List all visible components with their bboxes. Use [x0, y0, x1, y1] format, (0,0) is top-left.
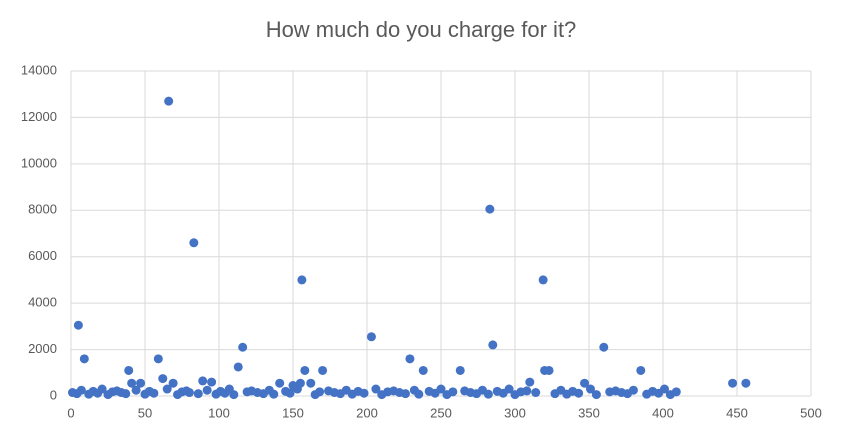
- point: [153, 354, 163, 364]
- point: [414, 389, 424, 399]
- y-tick-label: 6000: [28, 248, 57, 263]
- y-tick-label: 14000: [21, 62, 57, 77]
- y-tick-label: 8000: [28, 202, 57, 217]
- point: [504, 384, 514, 394]
- point: [306, 378, 316, 388]
- point: [315, 387, 325, 397]
- point: [297, 275, 307, 285]
- point: [168, 378, 178, 388]
- point: [485, 204, 495, 214]
- point: [127, 378, 137, 388]
- point: [198, 376, 208, 386]
- point: [79, 354, 89, 364]
- x-tick-label: 0: [67, 405, 74, 420]
- point: [405, 354, 415, 364]
- point: [193, 389, 203, 399]
- point: [418, 365, 428, 375]
- point: [238, 342, 248, 352]
- point: [184, 388, 194, 398]
- point: [73, 320, 83, 330]
- point: [659, 384, 669, 394]
- point: [591, 390, 601, 400]
- x-tick-label: 100: [208, 405, 230, 420]
- y-tick-label: 10000: [21, 155, 57, 170]
- x-tick-label: 350: [578, 405, 600, 420]
- point: [636, 365, 646, 375]
- x-tick-label: 250: [430, 405, 452, 420]
- point: [121, 389, 131, 399]
- point: [124, 365, 134, 375]
- x-tick-label: 400: [652, 405, 674, 420]
- point: [233, 362, 243, 372]
- point: [285, 388, 295, 398]
- point: [371, 384, 381, 394]
- point: [207, 377, 217, 387]
- point: [455, 365, 465, 375]
- point: [585, 384, 595, 394]
- point: [269, 389, 279, 399]
- point: [538, 275, 548, 285]
- point: [318, 365, 328, 375]
- point: [97, 384, 107, 394]
- y-tick-label: 4000: [28, 295, 57, 310]
- point: [292, 384, 302, 394]
- point: [436, 384, 446, 394]
- y-tick-label: 0: [50, 387, 57, 402]
- point: [300, 365, 310, 375]
- x-tick-label: 50: [138, 405, 152, 420]
- point: [136, 378, 146, 388]
- point: [531, 388, 541, 398]
- point: [580, 378, 590, 388]
- point: [164, 96, 174, 106]
- x-tick-label: 150: [282, 405, 304, 420]
- y-tick-label: 2000: [28, 341, 57, 356]
- point: [149, 388, 159, 398]
- point: [202, 385, 212, 395]
- x-tick-label: 450: [726, 405, 748, 420]
- point: [488, 340, 498, 350]
- point: [599, 342, 609, 352]
- point: [448, 387, 458, 397]
- y-tick-label: 12000: [21, 109, 57, 124]
- grid: [70, 70, 812, 397]
- point: [131, 385, 141, 395]
- point: [275, 378, 285, 388]
- marks: [67, 96, 751, 400]
- point: [158, 374, 168, 384]
- point: [544, 365, 554, 375]
- point: [229, 390, 239, 400]
- point: [522, 386, 532, 396]
- point: [400, 389, 410, 399]
- point: [574, 388, 584, 398]
- chart-title: How much do you charge for it?: [266, 17, 577, 42]
- point: [483, 389, 493, 399]
- point: [189, 238, 199, 248]
- point: [525, 377, 535, 387]
- point: [741, 378, 751, 388]
- point: [359, 388, 369, 398]
- x-tick-label: 200: [356, 405, 378, 420]
- point: [366, 332, 376, 342]
- x-tick-label: 500: [800, 405, 822, 420]
- x-tick-label: 300: [504, 405, 526, 420]
- point: [628, 385, 638, 395]
- point: [162, 384, 172, 394]
- point: [671, 387, 681, 397]
- point: [728, 378, 738, 388]
- point: [76, 385, 86, 395]
